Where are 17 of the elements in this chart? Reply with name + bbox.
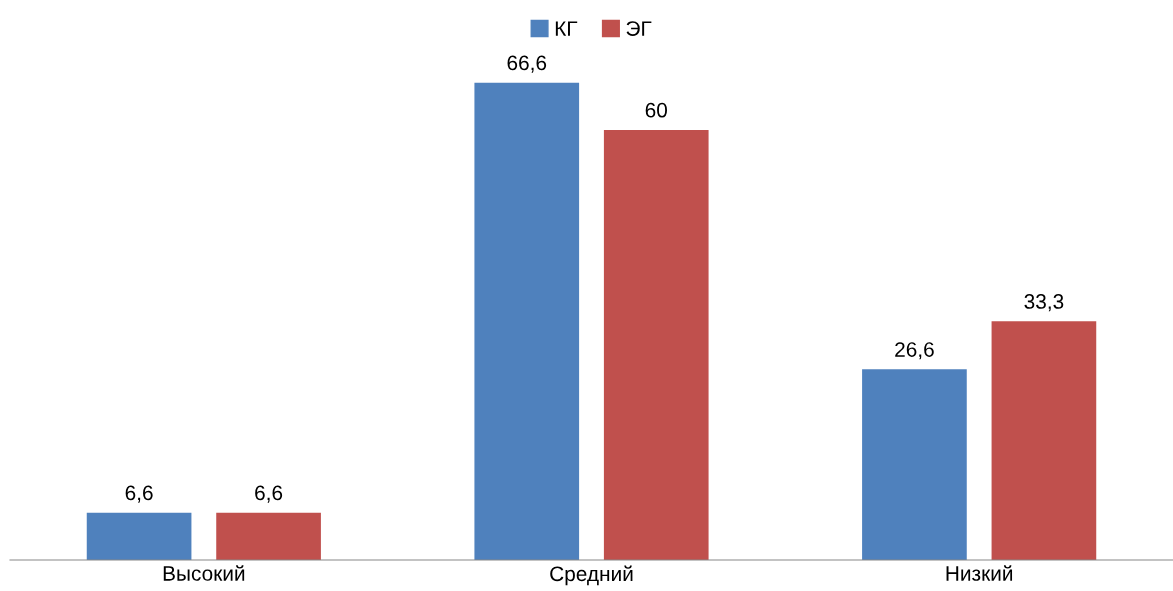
data-label: 6,6 [255, 485, 283, 503]
x-tick-label: Средний [550, 565, 633, 586]
bar [603, 129, 709, 560]
data-label: 60 [645, 102, 668, 118]
x-tick-label: Высокий [163, 565, 245, 581]
x-tick-label: Низкий [946, 565, 1013, 581]
bar [474, 82, 580, 560]
bar [862, 369, 967, 560]
bar [86, 512, 192, 560]
legend-label: ЭГ [626, 21, 652, 36]
data-label: 66,6 [507, 55, 547, 73]
bar [216, 512, 321, 560]
legend-label: КГ [555, 21, 578, 36]
data-label: 33,3 [1024, 294, 1064, 312]
bar [991, 321, 1097, 560]
data-label: 26,6 [895, 342, 934, 360]
data-label: 6,6 [125, 485, 153, 503]
